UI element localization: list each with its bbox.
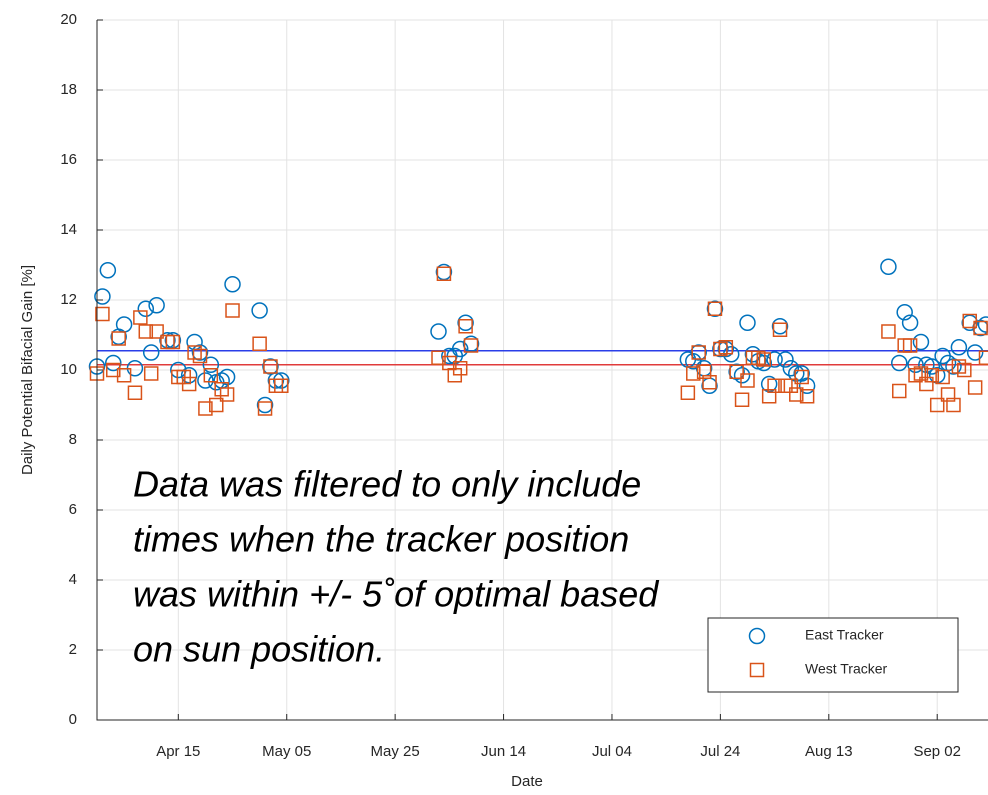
annotation-line: times when the tracker position bbox=[133, 519, 629, 560]
legend-label: East Tracker bbox=[805, 627, 884, 643]
x-tick-label: Jul 24 bbox=[700, 743, 740, 760]
y-tick-label: 12 bbox=[60, 291, 77, 308]
y-tick-label: 6 bbox=[69, 501, 77, 518]
y-axis-label: Daily Potential Bifacial Gain [%] bbox=[19, 265, 36, 475]
annotation-line: was within +/- 5˚of optimal based bbox=[133, 574, 659, 615]
x-axis-label: Date bbox=[511, 773, 543, 790]
chart: 0 2 4 6 8 10 12 14 16 18 20 Apr 15 May 05 May 25 Jun 1… bbox=[0, 0, 988, 795]
y-tick-label: 16 bbox=[60, 151, 77, 168]
x-tick-label: May 25 bbox=[371, 743, 420, 760]
x-tick-label: Apr 15 bbox=[156, 743, 200, 760]
y-tick-label: 2 bbox=[69, 641, 77, 658]
y-tick-label: 14 bbox=[60, 221, 77, 238]
legend: East Tracker West Tracker bbox=[708, 618, 958, 692]
legend-label: West Tracker bbox=[805, 661, 888, 677]
annotation-line: Data was filtered to only include bbox=[133, 464, 641, 505]
y-tick-label: 20 bbox=[60, 11, 77, 28]
y-tick-label: 8 bbox=[69, 431, 77, 448]
y-tick-label: 4 bbox=[69, 571, 77, 588]
x-tick-label: Jun 14 bbox=[481, 743, 526, 760]
y-tick-label: 18 bbox=[60, 81, 77, 98]
y-tick-label: 10 bbox=[60, 361, 77, 378]
x-tick-label: Aug 13 bbox=[805, 743, 853, 760]
x-tick-label: Sep 02 bbox=[913, 743, 961, 760]
page: 0 2 4 6 8 10 12 14 16 18 20 Apr 15 May 05 May 25 Jun 1… bbox=[0, 0, 988, 795]
x-tick-label: Jul 04 bbox=[592, 743, 632, 760]
annotation-line: on sun position. bbox=[133, 629, 385, 670]
x-tick-label: May 05 bbox=[262, 743, 311, 760]
y-tick-label: 0 bbox=[69, 711, 77, 728]
